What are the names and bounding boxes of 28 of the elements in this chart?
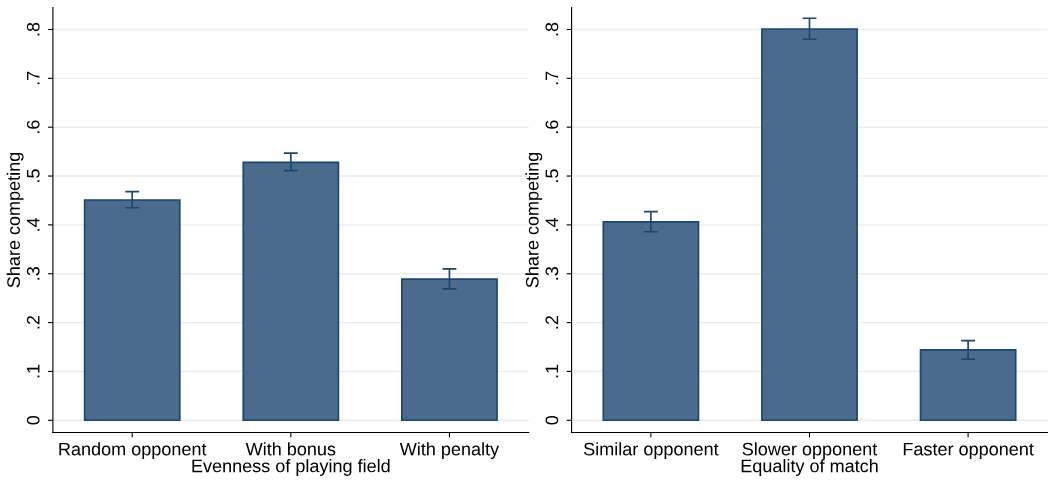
x-tick-label: Faster opponent — [903, 442, 1034, 460]
y-tick-label: .1 — [545, 364, 559, 378]
x-tick-label: Similar opponent — [583, 442, 719, 460]
y-axis-title: Share competing — [525, 152, 543, 288]
x-axis-title: Equality of match — [741, 459, 878, 476]
x-axis-title: Evenness of playing field — [192, 459, 390, 476]
y-tick-label: .2 — [545, 315, 559, 329]
y-tick-label: .6 — [26, 120, 40, 134]
y-tick-label: .1 — [27, 364, 40, 378]
y-axis-title: Share competing — [6, 152, 24, 288]
y-tick-label: 0 — [545, 415, 559, 425]
x-tick-label: Slower opponent — [742, 442, 878, 460]
y-tick-label: .4 — [27, 217, 40, 231]
y-tick-label: .2 — [26, 315, 40, 329]
x-tick-label: With bonus — [245, 442, 336, 456]
y-tick-label: .8 — [545, 22, 559, 36]
y-tick-label: 0 — [26, 415, 40, 425]
y-tick-label: .6 — [545, 120, 559, 134]
y-tick-label: .4 — [545, 217, 559, 231]
x-tick-label: Random opponent — [59, 442, 207, 460]
y-tick-label: .3 — [26, 267, 40, 280]
y-tick-label: .3 — [545, 267, 559, 280]
y-tick-label: .5 — [27, 169, 40, 182]
y-tick-label: .8 — [26, 22, 40, 36]
x-tick-label: With penalty — [399, 442, 500, 460]
y-tick-label: .7 — [545, 71, 559, 85]
y-tick-label: .7 — [27, 71, 40, 85]
y-tick-label: .5 — [545, 169, 559, 182]
